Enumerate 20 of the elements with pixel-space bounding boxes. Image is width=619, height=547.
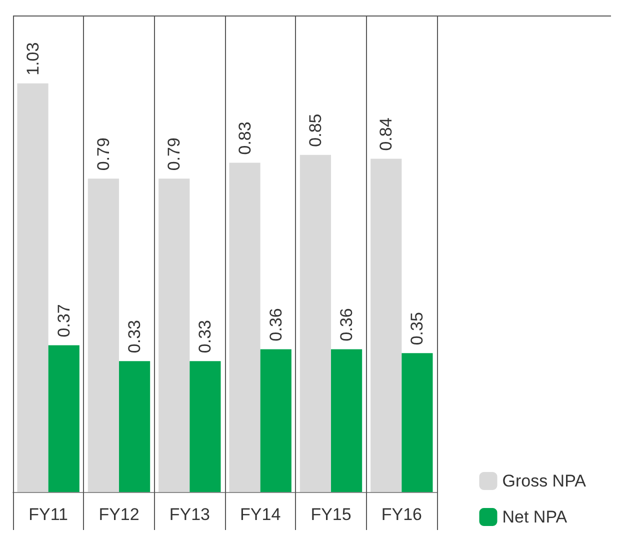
- x-tick-label: FY13: [169, 505, 210, 524]
- data-label: 1.03: [23, 42, 42, 76]
- data-label: 0.83: [235, 122, 254, 155]
- data-label: 0.33: [125, 320, 144, 354]
- x-tick-label: FY14: [240, 505, 281, 524]
- data-label: 0.33: [196, 320, 215, 354]
- data-label: 0.79: [164, 138, 184, 171]
- data-label: 0.36: [337, 308, 356, 342]
- x-tick-label: FY11: [28, 505, 68, 524]
- legend-label: Gross NPA: [502, 472, 587, 490]
- x-tick-label: FY12: [98, 505, 140, 524]
- legend-label: Net NPA: [502, 508, 568, 526]
- data-label: 0.37: [54, 304, 74, 338]
- data-label: 0.85: [306, 114, 325, 147]
- data-label: 0.36: [266, 308, 286, 342]
- data-label: 0.35: [408, 312, 427, 346]
- x-tick-label: FY16: [381, 505, 422, 524]
- data-label: 0.84: [376, 118, 396, 151]
- data-label: 0.79: [94, 138, 113, 171]
- x-tick-label: FY15: [310, 505, 352, 524]
